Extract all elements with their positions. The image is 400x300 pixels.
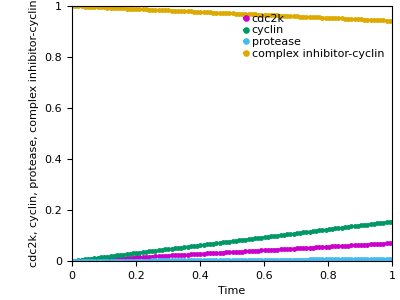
complex inhibitor-cyclin	[339, 17, 344, 20]
Y-axis label: cdc2k, cyclin, protease, complex inhibitor-cyclin: cdc2k, cyclin, protease, complex inhibit…	[29, 0, 39, 267]
protease	[360, 257, 364, 261]
Line: cdc2k: cdc2k	[70, 242, 394, 263]
cdc2k	[360, 243, 364, 247]
cdc2k	[266, 248, 270, 252]
protease	[260, 258, 265, 262]
protease	[266, 258, 270, 262]
cdc2k	[70, 259, 74, 263]
protease	[339, 257, 344, 261]
protease	[390, 257, 394, 261]
cyclin	[259, 236, 264, 239]
cyclin	[260, 236, 265, 239]
protease	[259, 258, 264, 262]
complex inhibitor-cyclin	[71, 4, 76, 8]
complex inhibitor-cyclin	[360, 18, 364, 21]
complex inhibitor-cyclin	[70, 4, 74, 8]
cyclin	[70, 259, 74, 263]
protease	[71, 259, 76, 263]
complex inhibitor-cyclin	[266, 13, 270, 17]
cyclin	[390, 220, 394, 223]
cyclin	[71, 259, 76, 263]
cdc2k	[390, 241, 394, 245]
Line: complex inhibitor-cyclin: complex inhibitor-cyclin	[70, 4, 394, 22]
cyclin	[339, 226, 344, 230]
cyclin	[266, 235, 270, 238]
Line: cyclin: cyclin	[70, 220, 394, 263]
cyclin	[360, 224, 364, 227]
complex inhibitor-cyclin	[390, 19, 394, 22]
cdc2k	[260, 249, 265, 252]
complex inhibitor-cyclin	[260, 13, 265, 16]
complex inhibitor-cyclin	[259, 13, 264, 16]
Line: protease: protease	[70, 257, 394, 263]
cdc2k	[259, 249, 264, 252]
X-axis label: Time: Time	[218, 286, 246, 296]
Legend: cdc2k, cyclin, protease, complex inhibitor-cyclin: cdc2k, cyclin, protease, complex inhibit…	[242, 12, 386, 61]
cdc2k	[339, 244, 344, 248]
cdc2k	[71, 259, 76, 263]
protease	[70, 259, 74, 263]
